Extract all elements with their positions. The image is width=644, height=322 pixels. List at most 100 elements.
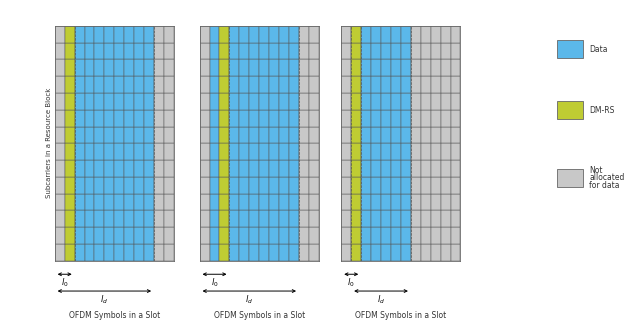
Bar xyxy=(249,211,259,227)
Bar xyxy=(411,211,421,227)
Bar xyxy=(240,211,249,227)
Bar xyxy=(269,194,279,211)
Bar xyxy=(115,177,124,194)
Bar xyxy=(451,211,460,227)
Bar xyxy=(209,177,220,194)
Bar xyxy=(279,76,289,93)
Bar xyxy=(411,59,421,76)
Bar xyxy=(134,244,144,261)
Bar xyxy=(381,127,391,143)
Bar xyxy=(164,194,174,211)
Bar xyxy=(401,26,411,43)
Bar xyxy=(134,59,144,76)
Bar xyxy=(64,160,75,177)
Bar xyxy=(229,93,240,110)
Bar xyxy=(249,59,259,76)
Bar xyxy=(64,177,75,194)
Bar xyxy=(75,59,84,76)
Bar xyxy=(341,76,351,93)
Bar xyxy=(299,143,309,160)
Bar xyxy=(431,227,440,244)
Bar xyxy=(95,244,104,261)
Bar xyxy=(220,76,229,93)
Bar xyxy=(154,160,164,177)
Bar xyxy=(440,143,451,160)
Bar xyxy=(64,227,75,244)
Bar xyxy=(209,160,220,177)
Bar xyxy=(391,194,401,211)
Bar xyxy=(75,194,84,211)
Bar xyxy=(351,127,361,143)
Bar xyxy=(451,160,460,177)
Bar xyxy=(371,76,381,93)
Bar xyxy=(249,244,259,261)
Bar xyxy=(259,127,269,143)
Bar xyxy=(55,26,64,43)
Bar xyxy=(351,211,361,227)
Bar xyxy=(164,227,174,244)
Bar xyxy=(124,59,134,76)
Bar xyxy=(144,143,154,160)
Bar xyxy=(371,43,381,59)
Bar xyxy=(144,26,154,43)
Bar xyxy=(431,194,440,211)
Bar xyxy=(124,26,134,43)
Bar xyxy=(440,93,451,110)
Bar xyxy=(249,76,259,93)
Bar xyxy=(229,244,240,261)
Bar xyxy=(154,76,164,93)
Bar xyxy=(341,160,351,177)
Bar xyxy=(269,177,279,194)
Bar xyxy=(269,43,279,59)
Bar xyxy=(154,143,164,160)
Bar xyxy=(309,143,319,160)
Text: for data: for data xyxy=(589,181,620,190)
Bar xyxy=(95,194,104,211)
Bar xyxy=(84,43,95,59)
Bar xyxy=(144,244,154,261)
Bar xyxy=(164,177,174,194)
Bar xyxy=(259,211,269,227)
Bar xyxy=(289,194,299,211)
Bar xyxy=(115,76,124,93)
Bar xyxy=(259,244,269,261)
Bar xyxy=(421,227,431,244)
Bar xyxy=(220,43,229,59)
Bar xyxy=(200,211,209,227)
Bar xyxy=(84,160,95,177)
Bar xyxy=(289,110,299,127)
Bar xyxy=(220,244,229,261)
Bar xyxy=(391,59,401,76)
Bar xyxy=(421,160,431,177)
Bar xyxy=(299,110,309,127)
Bar xyxy=(269,59,279,76)
Bar xyxy=(309,160,319,177)
Bar xyxy=(134,93,144,110)
Bar xyxy=(240,244,249,261)
Bar xyxy=(209,244,220,261)
Bar xyxy=(391,211,401,227)
Bar xyxy=(55,194,64,211)
Bar xyxy=(381,26,391,43)
Bar xyxy=(421,59,431,76)
Bar xyxy=(289,26,299,43)
Bar xyxy=(299,227,309,244)
Bar xyxy=(144,43,154,59)
Bar xyxy=(361,160,371,177)
Bar xyxy=(220,227,229,244)
Bar xyxy=(209,211,220,227)
Bar xyxy=(64,59,75,76)
Bar xyxy=(381,43,391,59)
Bar xyxy=(164,59,174,76)
Bar xyxy=(259,59,269,76)
Bar xyxy=(381,143,391,160)
Bar xyxy=(144,110,154,127)
Bar xyxy=(451,127,460,143)
Bar xyxy=(220,127,229,143)
Bar xyxy=(421,93,431,110)
Bar xyxy=(115,110,124,127)
Bar xyxy=(75,177,84,194)
Bar xyxy=(279,93,289,110)
Bar xyxy=(341,110,351,127)
Bar xyxy=(451,177,460,194)
